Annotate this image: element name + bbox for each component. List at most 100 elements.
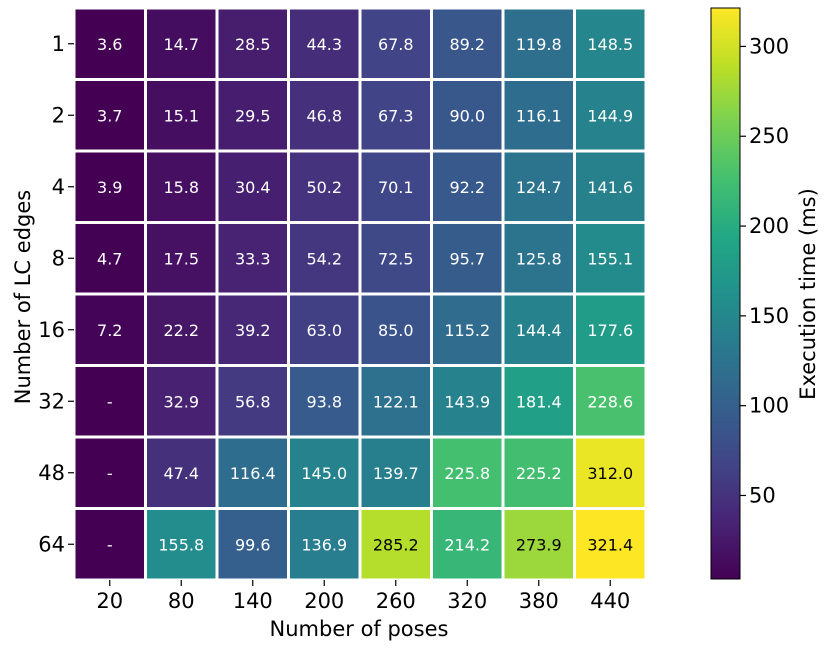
cell-value-label: 15.8 bbox=[163, 178, 199, 197]
cell-value-label: 116.1 bbox=[516, 106, 562, 125]
heatmap-cell bbox=[573, 507, 648, 582]
colorbar-tick-label: 150 bbox=[749, 304, 789, 328]
x-tick-label: 140 bbox=[233, 589, 273, 613]
heatmap-cell bbox=[430, 78, 505, 153]
y-axis-title: Number of LC edges bbox=[11, 190, 35, 404]
heatmap-cells: 3.6 14.7 28.5 44.3 67.8 89.2 119.8 148.5 3.7 15.1… bbox=[72, 6, 648, 582]
cell-value-label: 28.5 bbox=[235, 35, 271, 54]
cell-value-label: 122.1 bbox=[373, 392, 419, 411]
cell-value-label: 7.2 bbox=[97, 321, 122, 340]
cell-value-label: 155.1 bbox=[587, 249, 633, 268]
x-tick-label: 320 bbox=[447, 589, 487, 613]
heatmap-cell bbox=[573, 6, 648, 81]
heatmap-cell bbox=[358, 292, 433, 367]
cell-value-label: 30.4 bbox=[235, 178, 271, 197]
cell-value-label: 67.8 bbox=[378, 35, 414, 54]
cell-value-label: 321.4 bbox=[587, 535, 633, 554]
cell-value-label: 177.6 bbox=[587, 321, 633, 340]
heatmap-cell bbox=[430, 435, 505, 510]
y-tick-label: 1 bbox=[52, 32, 65, 56]
cell-value-label: 3.7 bbox=[97, 106, 122, 125]
heatmap-cell bbox=[501, 149, 576, 224]
heatmap-cell bbox=[215, 435, 290, 510]
heatmap-cell bbox=[287, 78, 362, 153]
y-tick-label: 8 bbox=[52, 246, 65, 270]
heatmap-cell bbox=[144, 78, 219, 153]
heatmap-cell bbox=[430, 364, 505, 439]
heatmap-cell bbox=[358, 364, 433, 439]
x-axis-ticks: 20 80 140 200 260 320 380 440 bbox=[96, 580, 630, 613]
x-tick-label: 440 bbox=[590, 589, 630, 613]
heatmap-cell bbox=[144, 435, 219, 510]
cell-value-label: 3.6 bbox=[97, 35, 122, 54]
cell-value-label: 125.8 bbox=[516, 249, 562, 268]
cell-value-label: 115.2 bbox=[444, 321, 490, 340]
heatmap-cell bbox=[287, 149, 362, 224]
cell-value-label: 119.8 bbox=[516, 35, 562, 54]
cell-value-label: 54.2 bbox=[306, 249, 342, 268]
cell-value-label: 136.9 bbox=[301, 535, 347, 554]
cell-value-label: 50.2 bbox=[306, 178, 342, 197]
cell-value-label: - bbox=[107, 464, 113, 483]
y-tick-label: 64 bbox=[38, 532, 65, 556]
heatmap-cell bbox=[430, 149, 505, 224]
cell-value-label: 214.2 bbox=[444, 535, 490, 554]
cell-value-label: 139.7 bbox=[373, 464, 419, 483]
colorbar-tick-label: 100 bbox=[749, 394, 789, 418]
heatmap-cell bbox=[215, 221, 290, 296]
cell-value-label: 99.6 bbox=[235, 535, 271, 554]
cell-value-label: 141.6 bbox=[587, 178, 633, 197]
cell-value-label: 3.9 bbox=[97, 178, 122, 197]
x-tick-label: 80 bbox=[168, 589, 195, 613]
heatmap-cell bbox=[501, 435, 576, 510]
cell-value-label: 46.8 bbox=[306, 106, 342, 125]
cell-value-label: 63.0 bbox=[306, 321, 342, 340]
colorbar-title: Execution time (ms) bbox=[796, 188, 820, 400]
cell-value-label: 155.8 bbox=[158, 535, 204, 554]
cell-value-label: 14.7 bbox=[163, 35, 199, 54]
cell-value-label: 116.4 bbox=[230, 464, 276, 483]
heatmap-cell bbox=[358, 149, 433, 224]
x-tick-label: 20 bbox=[96, 589, 123, 613]
y-tick-label: 48 bbox=[38, 461, 65, 485]
cell-value-label: 89.2 bbox=[449, 35, 485, 54]
colorbar: 50 100 150 200 250 300 bbox=[710, 7, 789, 580]
cell-value-label: 15.1 bbox=[163, 106, 199, 125]
cell-value-label: 17.5 bbox=[163, 249, 199, 268]
cell-value-label: 90.0 bbox=[449, 106, 485, 125]
heatmap-cell bbox=[358, 507, 433, 582]
cell-value-label: 72.5 bbox=[378, 249, 414, 268]
heatmap-cell bbox=[215, 507, 290, 582]
cell-value-label: 148.5 bbox=[587, 35, 633, 54]
cell-value-label: 228.6 bbox=[587, 392, 633, 411]
x-tick-label: 380 bbox=[519, 589, 559, 613]
y-tick-label: 4 bbox=[52, 175, 65, 199]
cell-value-label: 56.8 bbox=[235, 392, 271, 411]
heatmap-cell bbox=[358, 435, 433, 510]
heatmap-cell bbox=[573, 364, 648, 439]
cell-value-label: 33.3 bbox=[235, 249, 271, 268]
cell-value-label: 273.9 bbox=[516, 535, 562, 554]
cell-value-label: 312.0 bbox=[587, 464, 633, 483]
heatmap-cell bbox=[430, 6, 505, 81]
cell-value-label: 4.7 bbox=[97, 249, 122, 268]
cell-value-label: 93.8 bbox=[306, 392, 342, 411]
cell-value-label: 181.4 bbox=[516, 392, 562, 411]
cell-value-label: 144.9 bbox=[587, 106, 633, 125]
cell-value-label: 144.4 bbox=[516, 321, 562, 340]
heatmap-cell bbox=[287, 292, 362, 367]
x-axis-title: Number of poses bbox=[270, 617, 449, 641]
colorbar-gradient bbox=[710, 7, 741, 580]
cell-value-label: 29.5 bbox=[235, 106, 271, 125]
colorbar-tick-label: 250 bbox=[749, 124, 789, 148]
cell-value-label: 44.3 bbox=[306, 35, 342, 54]
heatmap-cell bbox=[501, 221, 576, 296]
cell-value-label: 39.2 bbox=[235, 321, 271, 340]
heatmap-cell bbox=[573, 78, 648, 153]
cell-value-label: 225.8 bbox=[444, 464, 490, 483]
cell-value-label: - bbox=[107, 392, 113, 411]
cell-value-label: 85.0 bbox=[378, 321, 414, 340]
x-tick-label: 200 bbox=[304, 589, 344, 613]
